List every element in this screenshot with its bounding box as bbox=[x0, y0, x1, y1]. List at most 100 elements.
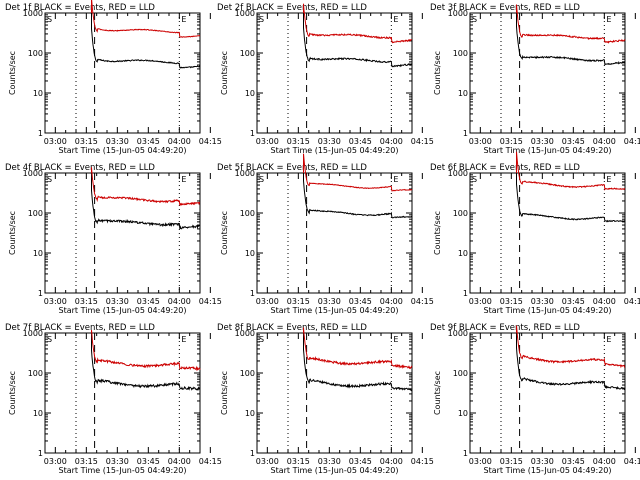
y-tick-label: 10 bbox=[458, 89, 468, 98]
x-axis-label: Start Time (15-Jun-05 04:49:20) bbox=[484, 466, 612, 475]
x-tick-label: 03:30 bbox=[106, 137, 129, 146]
y-tick-label: 100 bbox=[240, 369, 255, 378]
panel-det-7: Det 7f BLACK = Events, RED = LLD 1 10 100 10… bbox=[5, 323, 222, 475]
x-tick-label: 03:30 bbox=[531, 137, 554, 146]
x-tick-label: 03:30 bbox=[106, 297, 129, 306]
x-tick-label: 04:00 bbox=[380, 457, 403, 466]
y-tick-label: 100 bbox=[28, 209, 43, 218]
y-tick-label: 100 bbox=[453, 209, 468, 218]
x-tick-label: 03:00 bbox=[256, 297, 279, 306]
start-marker-label: S bbox=[47, 335, 52, 344]
y-axis-label: Counts/sec bbox=[220, 371, 229, 415]
lld-series-line bbox=[516, 325, 625, 369]
y-tick-label: 1 bbox=[463, 129, 468, 138]
x-tick-label: 03:45 bbox=[562, 297, 585, 306]
x-tick-label: 03:00 bbox=[469, 297, 492, 306]
lld-series-line bbox=[91, 167, 201, 207]
events-series-line bbox=[91, 13, 201, 69]
panel-title: Det 3f BLACK = Events, RED = LLD bbox=[430, 3, 580, 13]
plot-frame bbox=[44, 12, 201, 134]
lld-series-line bbox=[91, 330, 201, 372]
x-tick-label: 03:15 bbox=[287, 297, 310, 306]
events-series-line bbox=[303, 173, 413, 219]
x-tick-label: 04:15 bbox=[411, 297, 434, 306]
x-tick-label: 03:15 bbox=[287, 137, 310, 146]
panel-title: Det 1f BLACK = Events, RED = LLD bbox=[5, 3, 155, 13]
x-tick-label: 04:00 bbox=[593, 297, 616, 306]
x-tick-label: 03:15 bbox=[500, 297, 523, 306]
x-tick-label: 03:45 bbox=[137, 457, 160, 466]
start-marker-label: S bbox=[259, 15, 264, 24]
x-tick-label: 03:45 bbox=[562, 137, 585, 146]
x-axis-label: Start Time (15-Jun-05 04:49:20) bbox=[59, 466, 187, 475]
y-tick-label: 10 bbox=[245, 409, 255, 418]
plot-frame bbox=[469, 172, 626, 294]
start-marker-label: S bbox=[472, 15, 477, 24]
plot-frame bbox=[256, 12, 413, 134]
panel-det-6: Det 6f BLACK = Events, RED = LLD 1 10 100 10… bbox=[430, 151, 640, 315]
start-marker-label: S bbox=[472, 175, 477, 184]
plot-frame bbox=[469, 12, 626, 134]
y-axis-label: Counts/sec bbox=[220, 51, 229, 95]
y-tick-label: 10 bbox=[458, 249, 468, 258]
start-marker-label: S bbox=[259, 335, 264, 344]
y-axis-label: Counts/sec bbox=[8, 51, 17, 95]
plot-frame bbox=[469, 332, 626, 454]
x-tick-label: 03:00 bbox=[44, 297, 67, 306]
x-axis-label: Start Time (15-Jun-05 04:49:20) bbox=[271, 146, 399, 155]
panel-title: Det 4f BLACK = Events, RED = LLD bbox=[5, 163, 155, 173]
start-marker-label: S bbox=[472, 335, 477, 344]
x-tick-label: 03:30 bbox=[318, 457, 341, 466]
events-series-line bbox=[516, 13, 626, 66]
end-marker-label: E bbox=[393, 335, 398, 344]
x-tick-label: 04:15 bbox=[624, 137, 640, 146]
y-tick-label: 1000 bbox=[235, 329, 255, 338]
panel-det-2: Det 2f BLACK = Events, RED = LLD 1 10 100 10… bbox=[217, 3, 434, 155]
x-tick-label: 03:45 bbox=[349, 137, 372, 146]
x-axis-label: Start Time (15-Jun-05 04:49:20) bbox=[271, 306, 399, 315]
y-tick-label: 1000 bbox=[235, 169, 255, 178]
panel-det-1: Det 1f BLACK = Events, RED = LLD 1 10 100 10… bbox=[5, 0, 222, 155]
x-tick-label: 03:30 bbox=[531, 297, 554, 306]
y-tick-label: 10 bbox=[245, 249, 255, 258]
end-marker-label: E bbox=[181, 175, 186, 184]
x-axis-label: Start Time (15-Jun-05 04:49:20) bbox=[59, 146, 187, 155]
plot-frame bbox=[44, 172, 201, 294]
y-tick-label: 1000 bbox=[23, 169, 43, 178]
x-tick-label: 04:15 bbox=[199, 137, 222, 146]
x-tick-label: 03:00 bbox=[256, 457, 279, 466]
y-axis-label: Counts/sec bbox=[433, 51, 442, 95]
y-tick-label: 10 bbox=[458, 409, 468, 418]
x-tick-label: 03:45 bbox=[137, 297, 160, 306]
end-marker-label: E bbox=[393, 15, 398, 24]
panel-title: Det 2f BLACK = Events, RED = LLD bbox=[217, 3, 367, 13]
panel-title: Det 6f BLACK = Events, RED = LLD bbox=[430, 163, 580, 173]
plot-frame bbox=[256, 172, 413, 294]
y-tick-label: 1 bbox=[250, 289, 255, 298]
x-tick-label: 03:15 bbox=[500, 457, 523, 466]
x-axis-label: Start Time (15-Jun-05 04:49:20) bbox=[484, 306, 612, 315]
y-tick-label: 1 bbox=[38, 289, 43, 298]
x-tick-label: 04:00 bbox=[168, 137, 191, 146]
start-marker-label: S bbox=[47, 15, 52, 24]
start-marker-label: S bbox=[259, 175, 264, 184]
lld-series-line bbox=[303, 327, 413, 370]
x-tick-label: 03:30 bbox=[531, 457, 554, 466]
y-tick-label: 1 bbox=[463, 449, 468, 458]
y-tick-label: 1 bbox=[463, 289, 468, 298]
y-tick-label: 100 bbox=[28, 369, 43, 378]
panel-det-8: Det 8f BLACK = Events, RED = LLD 1 10 100 10… bbox=[217, 323, 434, 475]
y-tick-label: 1000 bbox=[235, 9, 255, 18]
y-tick-label: 100 bbox=[28, 49, 43, 58]
y-tick-label: 1000 bbox=[23, 329, 43, 338]
x-tick-label: 03:00 bbox=[44, 137, 67, 146]
panel-det-4: Det 4f BLACK = Events, RED = LLD 1 10 100 10… bbox=[5, 163, 222, 315]
x-tick-label: 03:45 bbox=[137, 137, 160, 146]
y-tick-label: 1 bbox=[38, 449, 43, 458]
end-marker-label: E bbox=[393, 175, 398, 184]
y-axis-label: Counts/sec bbox=[433, 371, 442, 415]
x-tick-label: 04:15 bbox=[199, 457, 222, 466]
x-tick-label: 03:45 bbox=[349, 297, 372, 306]
y-tick-label: 100 bbox=[453, 369, 468, 378]
